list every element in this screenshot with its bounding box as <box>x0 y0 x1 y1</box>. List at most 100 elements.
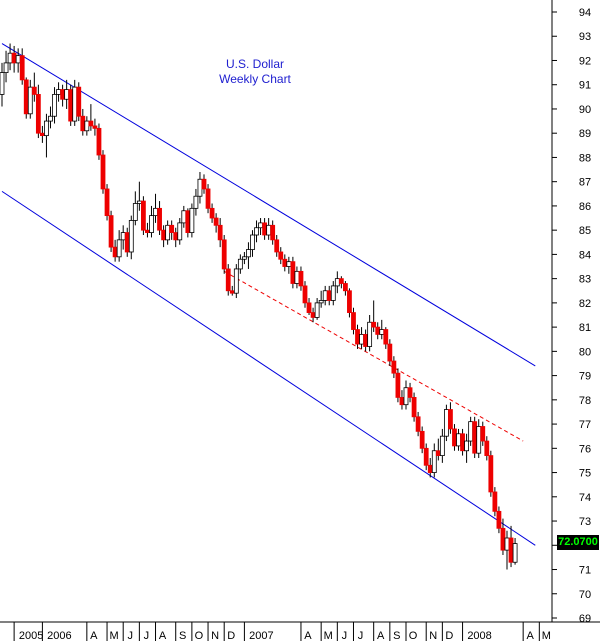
candle <box>205 184 211 214</box>
candle <box>48 106 53 129</box>
candle <box>229 285 235 296</box>
x-tick-label: A <box>159 630 167 641</box>
candle <box>197 171 203 204</box>
candle <box>415 411 421 437</box>
candle-body <box>427 464 433 473</box>
candle <box>193 188 199 216</box>
candle <box>266 218 272 240</box>
y-tick-label: 83 <box>579 274 591 286</box>
candle-body <box>419 430 425 449</box>
candle <box>169 220 175 240</box>
x-tick-label: J <box>127 630 133 641</box>
y-tick-label: 79 <box>579 371 591 383</box>
candle <box>322 285 328 306</box>
candle-body <box>363 333 369 347</box>
candle-body <box>145 229 150 233</box>
candle <box>391 356 397 379</box>
candle <box>387 339 393 366</box>
candle-body <box>310 312 316 318</box>
x-tick-label: M <box>109 630 118 641</box>
candle <box>181 205 187 228</box>
candle <box>108 210 114 252</box>
candle-body <box>274 239 280 253</box>
candle-body <box>0 72 5 95</box>
candle <box>512 538 518 565</box>
x-tick-label: N <box>211 630 219 641</box>
candle <box>270 220 276 245</box>
candle <box>76 82 82 122</box>
candle <box>379 319 385 340</box>
candle-body <box>266 224 272 236</box>
candle-body <box>439 435 445 456</box>
candle-body <box>423 447 429 466</box>
candle-body <box>205 188 211 209</box>
candle-body <box>435 450 441 456</box>
candle <box>411 392 417 422</box>
candle <box>282 254 288 272</box>
x-tick-label: N <box>429 630 437 641</box>
candle-body <box>355 329 360 345</box>
candle-body <box>254 227 259 236</box>
candle-body <box>460 433 465 452</box>
y-tick-label: 93 <box>579 31 591 43</box>
candle-body <box>52 94 57 117</box>
x-tick-label: D <box>227 630 235 641</box>
candle <box>149 205 154 238</box>
candle-body <box>7 52 13 64</box>
y-axis-ticks: 6970717273747576777879808182838485868788… <box>552 7 591 625</box>
candle <box>403 380 409 410</box>
candle <box>355 324 360 349</box>
candle-body <box>330 285 336 301</box>
candle-body <box>157 207 162 231</box>
x-tick-label: M <box>542 630 551 641</box>
candle <box>318 290 324 308</box>
candle-body <box>11 52 17 64</box>
chart-subtitle: Weekly Chart <box>219 72 291 86</box>
candle-body <box>112 246 118 258</box>
candle-body <box>403 387 409 406</box>
candle <box>375 322 381 340</box>
candle-body <box>443 409 449 437</box>
candle <box>334 271 340 294</box>
candle <box>56 82 61 102</box>
candle <box>439 428 445 463</box>
y-tick-label: 94 <box>579 7 591 19</box>
candle <box>209 203 215 223</box>
candle <box>508 525 514 568</box>
candle-body <box>456 433 461 447</box>
candle-body <box>31 86 37 95</box>
candle <box>484 436 490 461</box>
x-tick-label: 2007 <box>249 630 273 641</box>
candle <box>132 191 138 226</box>
candle-body <box>221 239 227 270</box>
candle-body <box>468 421 474 442</box>
candle <box>23 77 29 119</box>
candle-body <box>250 234 255 250</box>
candle-body <box>193 195 199 209</box>
candle <box>330 281 336 306</box>
candle-body <box>56 89 61 95</box>
candle-body <box>104 188 110 217</box>
y-tick-label: 88 <box>579 152 591 164</box>
candle-body <box>209 207 215 219</box>
candle-body <box>233 268 239 294</box>
candle-body <box>318 300 324 304</box>
candle-body <box>290 261 296 284</box>
candle-body <box>177 222 183 241</box>
x-tick-label: A <box>526 630 534 641</box>
candle <box>278 247 284 265</box>
candle-body <box>480 426 486 442</box>
x-tick-label: S <box>393 630 400 641</box>
candle <box>241 251 247 265</box>
candle <box>112 239 118 262</box>
candle <box>423 443 429 471</box>
candle <box>476 419 482 459</box>
candle <box>492 487 498 517</box>
candle <box>157 201 162 236</box>
candle-body <box>375 326 381 335</box>
candle-body <box>262 222 268 236</box>
candle-body <box>399 397 405 406</box>
candle <box>367 315 373 352</box>
candle <box>165 220 171 245</box>
x-tick-label: M <box>324 630 333 641</box>
